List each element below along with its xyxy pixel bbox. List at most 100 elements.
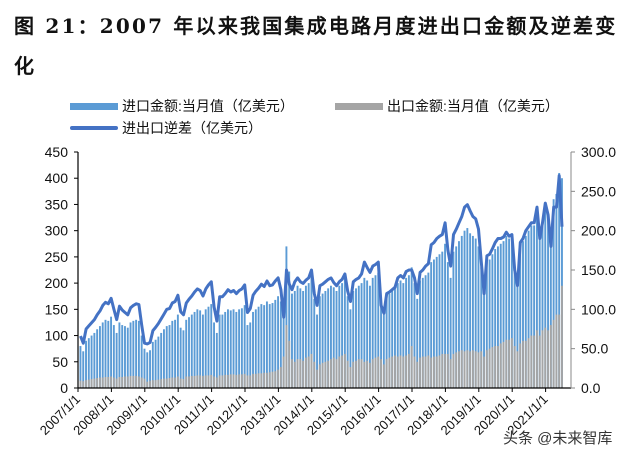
left-tick-label: 250 <box>45 249 69 265</box>
import-bar <box>407 275 410 388</box>
export-bar <box>405 355 408 388</box>
export-bar <box>104 376 107 388</box>
export-bar <box>547 330 549 388</box>
legend-swatch-deficit <box>70 126 118 130</box>
right-tick-label: 250.0 <box>581 183 616 199</box>
import-bar <box>140 335 143 388</box>
import-bar <box>424 275 427 388</box>
import-bar <box>497 246 499 388</box>
import-bar <box>519 246 522 388</box>
import-bar <box>332 287 335 388</box>
import-bar <box>302 290 305 388</box>
import-bar <box>380 304 382 388</box>
legend-label-deficit: 进出口逆差（亿美元） <box>122 120 262 136</box>
import-bar <box>410 267 413 388</box>
import-bar <box>118 322 121 388</box>
import-bar <box>555 193 558 388</box>
import-bar <box>488 259 491 388</box>
import-bar <box>115 332 118 388</box>
import-bar <box>207 306 210 388</box>
export-bar <box>149 380 151 388</box>
export-bar <box>407 353 410 388</box>
export-bar <box>182 379 185 388</box>
export-bar <box>282 356 285 388</box>
export-bar <box>151 380 154 388</box>
import-bar <box>324 290 327 388</box>
export-bar <box>522 340 524 388</box>
export-bar <box>516 351 519 388</box>
export-bar <box>430 357 433 388</box>
import-bar <box>179 327 182 388</box>
import-bar <box>98 326 101 388</box>
import-bar <box>346 296 349 388</box>
export-bar <box>112 377 115 388</box>
export-bar <box>257 373 260 388</box>
import-bar <box>535 209 538 388</box>
export-bar <box>165 378 168 388</box>
right-tick-label: 100.0 <box>581 301 616 317</box>
export-bar <box>427 355 430 388</box>
export-bar <box>533 335 536 388</box>
import-bar <box>494 249 497 388</box>
export-bar <box>254 373 257 388</box>
export-bar <box>357 359 360 388</box>
import-bar <box>330 285 332 388</box>
export-bar <box>87 379 90 388</box>
legend-label-exports: 出口金额:当月值（亿美元） <box>387 98 559 114</box>
import-bar <box>279 301 282 388</box>
import-bar <box>502 241 505 388</box>
export-bar <box>271 371 274 388</box>
import-bar <box>491 254 494 388</box>
export-bar <box>296 359 299 388</box>
import-bar <box>171 320 174 388</box>
export-bar <box>382 364 385 388</box>
export-bar <box>474 351 477 388</box>
import-bar <box>304 285 307 388</box>
export-bar <box>385 359 388 388</box>
import-bar <box>360 283 363 388</box>
deficit-line <box>79 174 564 346</box>
export-bar <box>318 364 321 388</box>
import-bar <box>352 290 355 388</box>
import-bar <box>143 348 146 388</box>
export-bar <box>121 376 124 388</box>
import-bar <box>541 220 544 388</box>
import-bar <box>288 271 291 388</box>
export-bar <box>213 376 215 388</box>
export-bar <box>368 362 371 388</box>
import-bar <box>396 283 399 388</box>
import-bar <box>460 235 463 388</box>
export-bar <box>218 375 221 388</box>
import-bar <box>327 288 330 388</box>
import-bar <box>441 251 444 388</box>
import-bar <box>471 235 474 388</box>
export-bar <box>129 375 132 388</box>
import-bar <box>466 228 469 388</box>
export-bar <box>371 359 374 388</box>
import-bar <box>455 246 458 388</box>
export-bar <box>204 375 207 388</box>
import-bar <box>277 296 280 388</box>
export-bar <box>107 376 110 388</box>
export-bar <box>238 374 241 388</box>
export-bar <box>154 380 157 388</box>
import-bar <box>366 280 369 388</box>
export-bar <box>416 361 419 388</box>
import-bar <box>547 214 549 388</box>
import-bar <box>104 319 107 388</box>
import-bar <box>399 280 402 388</box>
export-bar <box>124 376 126 388</box>
import-bar <box>137 320 140 388</box>
export-bar <box>452 353 455 388</box>
import-bar <box>201 314 204 388</box>
export-bar <box>455 352 458 388</box>
import-bar <box>313 298 316 388</box>
import-bar <box>243 305 246 388</box>
import-bar <box>355 288 357 388</box>
export-bar <box>519 343 522 388</box>
import-bar <box>199 310 202 388</box>
export-bar <box>441 353 444 388</box>
left-tick-label: 350 <box>45 196 69 212</box>
import-bar <box>474 238 477 388</box>
right-tick-label: 0.0 <box>581 380 601 396</box>
